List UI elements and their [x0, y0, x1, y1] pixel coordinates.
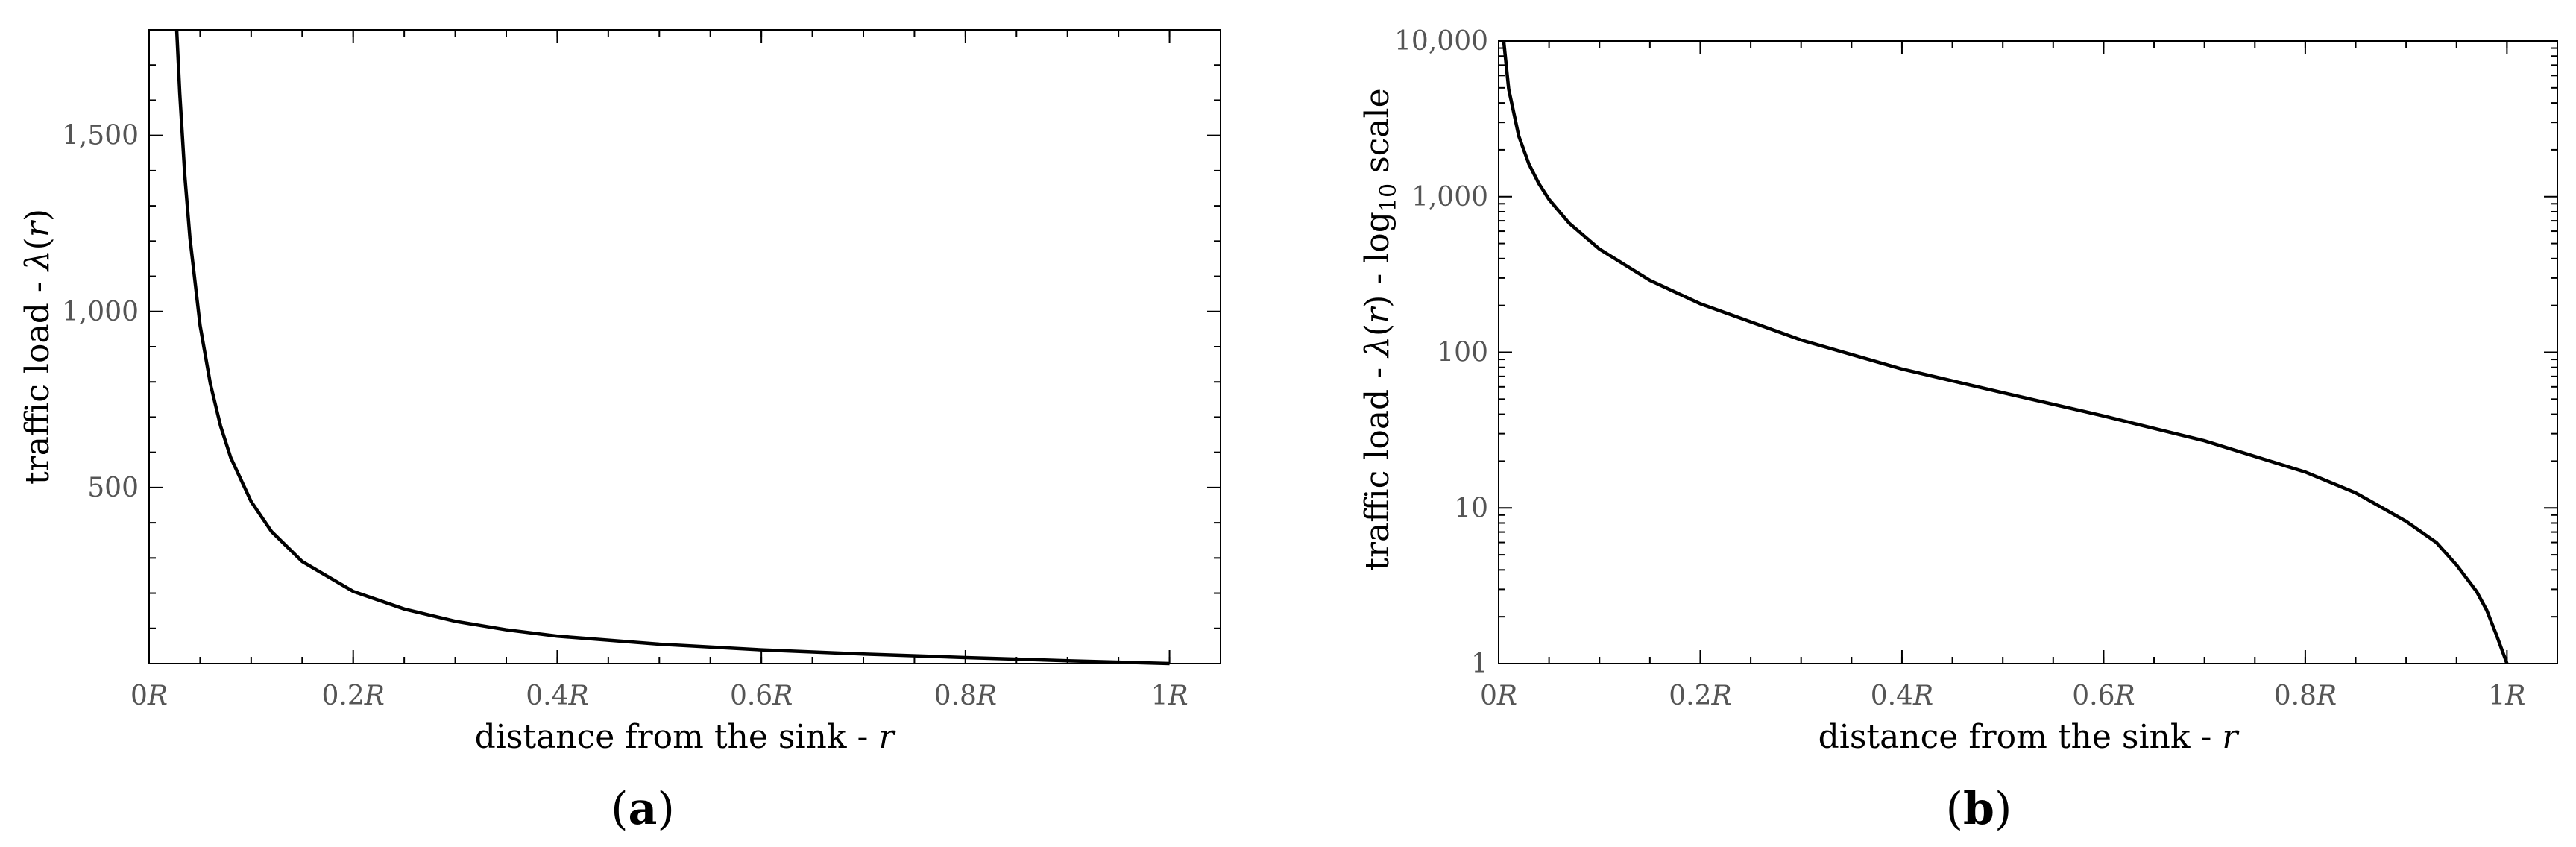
- x-tick-label-a: 0.6R: [730, 681, 793, 711]
- x-tick-label-b: 0.2R: [1669, 681, 1731, 711]
- y-tick-label-b: 10,000: [1394, 26, 1488, 57]
- series-line-a: [174, 29, 1170, 666]
- x-tick-label-b: 0.4R: [1871, 681, 1933, 711]
- y-tick-label-b: 100: [1437, 338, 1488, 368]
- ticks-a: [148, 29, 1221, 664]
- tick-labels-b: 0R 0.2R 0.4R 0.6R 0.8R 1R 1 10 100 1,000 10,000: [1394, 26, 2525, 711]
- y-tick-label-a: 500: [87, 473, 139, 503]
- panel-label-a: (a): [611, 783, 675, 835]
- x-tick-label-a: 0.2R: [322, 681, 385, 711]
- y-tick-label-b: 10: [1454, 493, 1488, 523]
- ticks-b: [1498, 40, 2558, 664]
- tick-labels-a: 0R 0.2R 0.4R 0.6R 0.8R 1R 500 1,000 1,500: [62, 121, 1188, 711]
- panel-label-b: (b): [1946, 783, 2012, 835]
- x-axis-label-b: distance from the sink - r: [1818, 718, 2240, 756]
- x-tick-label-b: 1R: [2488, 681, 2525, 711]
- x-tick-label-a: 0.4R: [526, 681, 588, 711]
- y-tick-label-b: 1,000: [1411, 182, 1488, 212]
- y-axis-label-b: traffic load - λ(r) - log10 scale: [1358, 88, 1402, 570]
- y-tick-label-b: 1: [1471, 649, 1488, 679]
- chart-panel-b: 0R 0.2R 0.4R 0.6R 0.8R 1R 1 10 100 1,000 10,000 di…: [1358, 26, 2558, 835]
- y-tick-label-a: 1,500: [62, 121, 139, 151]
- chart-panel-a: 0R 0.2R 0.4R 0.6R 0.8R 1R 500 1,000 1,500 distan…: [19, 29, 1221, 835]
- x-axis-label-a: distance from the sink - r: [475, 718, 897, 756]
- x-tick-label-b: 0.8R: [2274, 681, 2337, 711]
- plot-frame-a: [148, 29, 1221, 664]
- series-line-b: [1502, 40, 2509, 664]
- x-tick-label-a: 1R: [1151, 681, 1188, 711]
- plot-frame-b: [1498, 40, 2558, 664]
- y-axis-label-a: traffic load - λ(r): [19, 209, 57, 485]
- x-tick-label-b: 0.6R: [2072, 681, 2135, 711]
- y-tick-label-a: 1,000: [62, 297, 139, 327]
- x-tick-label-b: 0R: [1480, 681, 1517, 711]
- x-tick-label-a: 0R: [130, 681, 168, 711]
- x-tick-label-a: 0.8R: [934, 681, 997, 711]
